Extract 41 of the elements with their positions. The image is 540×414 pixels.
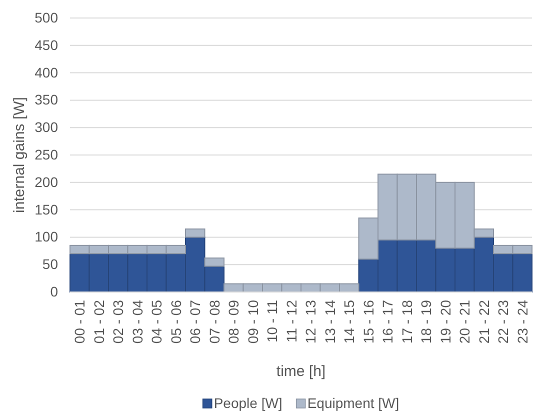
x-tick-label: 23 - 24 bbox=[514, 300, 530, 344]
legend-label: People [W] bbox=[214, 395, 282, 411]
x-tick-label: 15 - 16 bbox=[360, 300, 376, 344]
x-axis-title: time [h] bbox=[276, 363, 326, 380]
y-tick-label: 300 bbox=[34, 119, 58, 136]
x-tick-label: 08 - 09 bbox=[226, 300, 242, 344]
bar bbox=[204, 258, 224, 267]
x-tick-label: 02 - 03 bbox=[110, 300, 126, 344]
x-tick-label: 00 - 01 bbox=[72, 300, 88, 344]
x-tick-label: 17 - 18 bbox=[398, 300, 415, 344]
x-tick-label: 19 - 20 bbox=[437, 300, 454, 344]
y-tick-label: 500 bbox=[34, 9, 58, 26]
x-tick-label: 18 - 19 bbox=[418, 300, 434, 344]
y-tick-label: 350 bbox=[34, 92, 58, 108]
x-tick-label: 22 - 23 bbox=[495, 300, 512, 344]
y-tick-label: 100 bbox=[34, 228, 58, 245]
y-tick-label: 150 bbox=[34, 201, 58, 218]
bar bbox=[185, 228, 206, 238]
y-tick-label: 450 bbox=[34, 36, 58, 53]
x-tick-label: 05 - 06 bbox=[168, 300, 184, 344]
x-tick-label: 10 - 11 bbox=[264, 300, 280, 343]
y-tick-label: 50 bbox=[42, 256, 58, 272]
y-tick-label: 400 bbox=[34, 64, 58, 80]
x-tick-label: 14 - 15 bbox=[341, 300, 358, 344]
x-tick-label: 13 - 14 bbox=[322, 300, 338, 344]
y-tick-label: 250 bbox=[34, 146, 58, 162]
y-tick-label: 200 bbox=[34, 174, 58, 190]
x-tick-label: 20 - 21 bbox=[456, 300, 473, 344]
x-tick-label: 03 - 04 bbox=[129, 300, 146, 344]
x-tick-label: 04 - 05 bbox=[148, 300, 165, 344]
x-tick-label: 01 - 02 bbox=[90, 300, 107, 344]
x-tick-label: 06 - 07 bbox=[187, 300, 204, 344]
x-tick-label: 21 - 22 bbox=[476, 300, 492, 344]
x-tick-label: 11 - 12 bbox=[283, 300, 300, 343]
x-tick-label: 07 - 08 bbox=[206, 300, 222, 344]
y-axis-title: internal gains [W] bbox=[11, 97, 28, 213]
x-tick-label: 09 - 10 bbox=[244, 300, 261, 344]
x-tick-label: 12 - 13 bbox=[302, 300, 319, 344]
y-tick-label: 0 bbox=[50, 283, 58, 300]
legend-label: Equipment [W] bbox=[307, 395, 400, 411]
x-tick-label: 16 - 17 bbox=[380, 300, 396, 344]
